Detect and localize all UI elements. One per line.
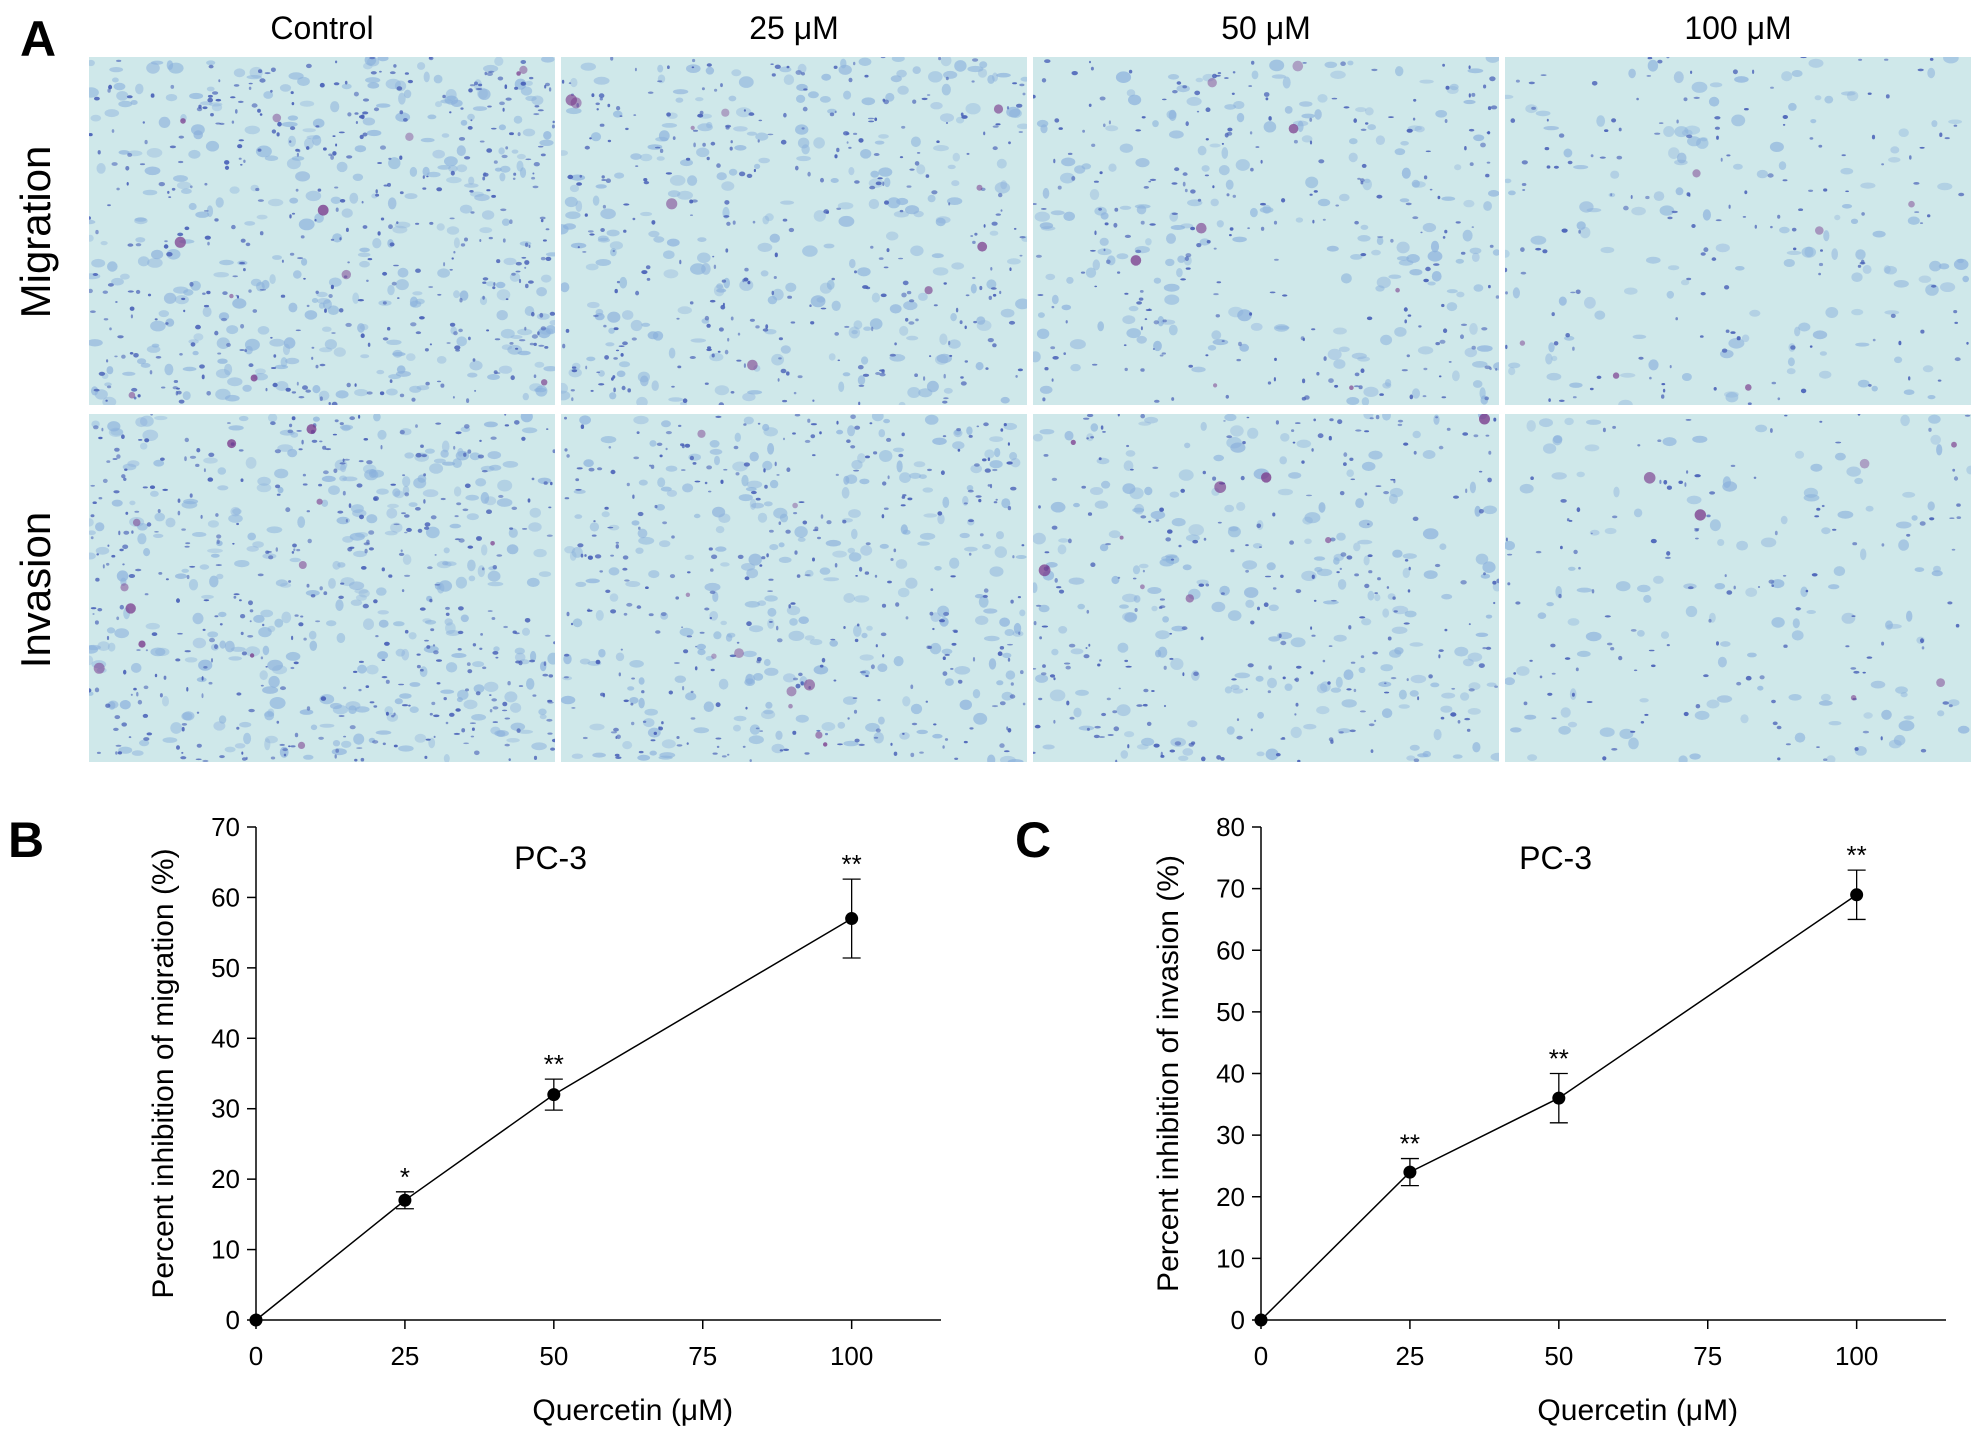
x-tick-label: 75 — [688, 1341, 717, 1371]
micrograph-texture — [1505, 414, 1971, 762]
column-label-control: Control — [270, 10, 374, 46]
y-tick-label: 70 — [211, 812, 240, 842]
micrograph-texture — [89, 414, 555, 762]
micrograph-migration-2 — [561, 57, 1027, 405]
x-tick-label: 50 — [539, 1341, 568, 1371]
migration-inhibition-chart: 0 10 20 30 40 50 60 70 0 25 50 75 100 PC-3 Quercetin (… — [147, 812, 941, 1427]
y-tick-label: 40 — [1216, 1059, 1245, 1089]
data-point — [398, 1193, 412, 1207]
significance-marker: ** — [544, 1049, 564, 1079]
data-point — [1254, 1313, 1268, 1327]
x-tick-label: 100 — [830, 1341, 873, 1371]
row-label-invasion: Invasion — [12, 511, 59, 669]
x-axis-label: Quercetin (μM) — [532, 1394, 733, 1427]
data-point — [547, 1088, 561, 1102]
column-label-100um: 100 μM — [1684, 10, 1792, 46]
x-tick-label: 0 — [1254, 1341, 1268, 1371]
micrograph-texture — [89, 57, 555, 405]
micrograph-texture — [1505, 57, 1969, 405]
significance-marker: ** — [1400, 1129, 1420, 1159]
y-tick-label: 30 — [1216, 1120, 1245, 1150]
series-line — [255, 917, 853, 1321]
chart-title: PC-3 — [514, 840, 587, 876]
panel-label-b: B — [8, 812, 45, 868]
series-line — [1260, 894, 1858, 1321]
row-label-migration: Migration — [12, 145, 59, 319]
chart-title: PC-3 — [1519, 840, 1592, 876]
data-point — [1850, 888, 1864, 902]
panel-label-a: A — [20, 11, 57, 67]
micrograph-migration-4 — [1505, 57, 1971, 405]
y-tick-label: 60 — [211, 882, 240, 912]
column-label-25um: 25 μM — [749, 10, 839, 46]
y-tick-label: 50 — [211, 953, 240, 983]
y-tick-label: 0 — [1231, 1305, 1245, 1335]
micrograph-invasion-2 — [561, 414, 1027, 762]
y-axis-label: Percent inhibition of migration (%) — [147, 848, 180, 1298]
micrograph-migration-3 — [1033, 57, 1499, 405]
micrograph-invasion-4 — [1505, 414, 1971, 762]
x-tick-label: 50 — [1544, 1341, 1573, 1371]
column-label-50um: 50 μM — [1221, 10, 1311, 46]
y-axis-label: Percent inhibition of invasion (%) — [1152, 855, 1185, 1292]
micrograph-texture — [1033, 414, 1499, 762]
y-tick-label: 10 — [1216, 1243, 1245, 1273]
significance-marker: ** — [1847, 840, 1867, 870]
micrograph-invasion-1 — [89, 414, 555, 762]
y-tick-label: 10 — [211, 1235, 240, 1265]
data-point — [1403, 1165, 1417, 1179]
panel-label-c: C — [1015, 812, 1052, 868]
y-tick-label: 0 — [226, 1305, 240, 1335]
x-tick-label: 25 — [1395, 1341, 1424, 1371]
data-point — [845, 912, 859, 926]
y-tick-label: 60 — [1216, 935, 1245, 965]
y-tick-label: 20 — [1216, 1182, 1245, 1212]
micrograph-texture — [561, 57, 1027, 405]
y-tick-label: 80 — [1216, 812, 1245, 842]
micrograph-invasion-3 — [1033, 414, 1499, 762]
y-tick-label: 30 — [211, 1094, 240, 1124]
y-tick-label: 70 — [1216, 874, 1245, 904]
invasion-inhibition-chart: 0 10 20 30 40 50 60 70 80 0 25 50 75 100 PC-3 Quercetin… — [1152, 812, 1946, 1427]
micrograph-texture — [1033, 57, 1499, 405]
y-tick-label: 40 — [211, 1023, 240, 1053]
micrograph-texture — [561, 414, 1027, 762]
x-tick-label: 25 — [390, 1341, 419, 1371]
x-tick-label: 75 — [1693, 1341, 1722, 1371]
data-point — [1552, 1091, 1566, 1105]
data-point — [249, 1313, 263, 1327]
x-tick-label: 0 — [249, 1341, 263, 1371]
x-axis-label: Quercetin (μM) — [1537, 1394, 1738, 1427]
y-tick-label: 20 — [211, 1164, 240, 1194]
significance-marker: ** — [842, 849, 862, 879]
y-tick-label: 50 — [1216, 997, 1245, 1027]
micrograph-migration-1 — [89, 57, 555, 405]
significance-marker: ** — [1549, 1044, 1569, 1074]
significance-marker: * — [400, 1162, 410, 1192]
x-tick-label: 100 — [1835, 1341, 1878, 1371]
